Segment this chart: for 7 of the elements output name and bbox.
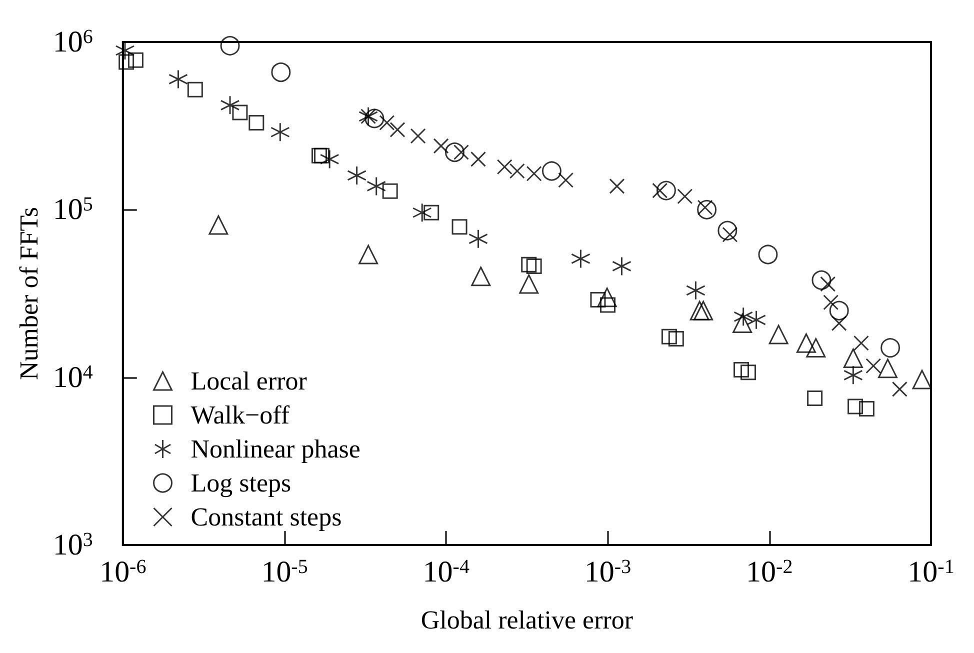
x-axis-title: Global relative error [420,606,634,634]
legend-label: Local error [190,366,308,396]
y-axis-title: Number of FFTs [14,207,44,380]
legend-label: Nonlinear phase [190,434,360,464]
legend-label: Walk−off [190,400,290,430]
legend-label: Log steps [190,468,292,498]
legend-label: Constant steps [190,502,342,532]
